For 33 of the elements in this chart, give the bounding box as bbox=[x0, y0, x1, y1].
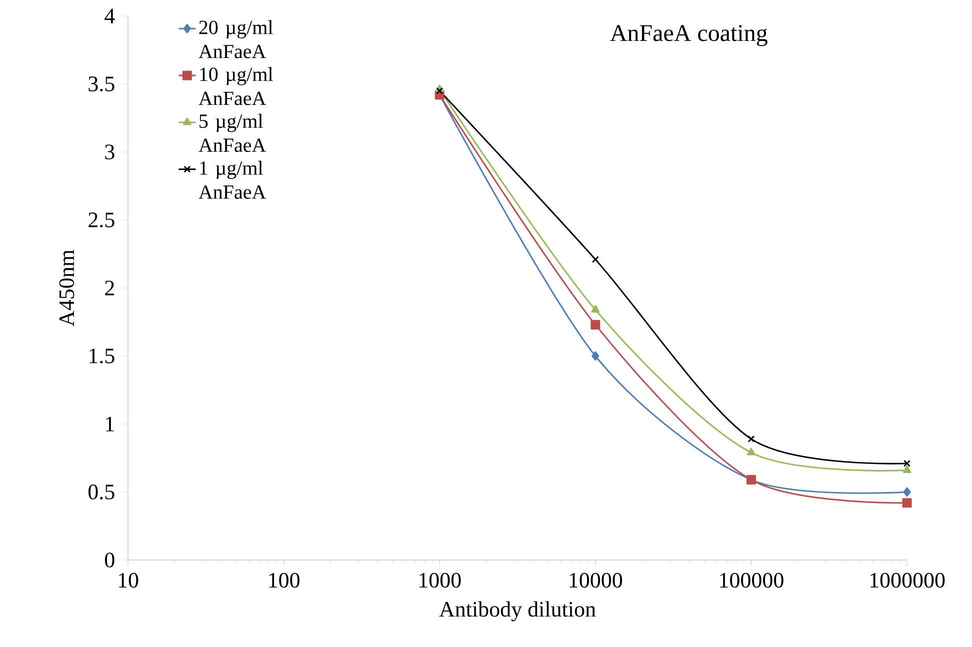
y-tick-label: 1 bbox=[106, 416, 114, 432]
y-tick-label: 0.5 bbox=[88, 484, 114, 500]
point bbox=[748, 435, 755, 443]
x-tick-label: 1000000 bbox=[870, 572, 945, 588]
y-tick-label: 2 bbox=[105, 280, 114, 296]
y-tick-label: 2.5 bbox=[88, 212, 114, 228]
point bbox=[590, 320, 600, 330]
y-tick-label: 3 bbox=[105, 144, 114, 160]
y-tick-label: 3.5 bbox=[88, 76, 114, 92]
y-tick-label: 4 bbox=[104, 8, 115, 24]
y-tick-label: 0 bbox=[104, 552, 114, 568]
point bbox=[902, 466, 912, 473]
point bbox=[747, 448, 756, 456]
x-tick-label: 10 bbox=[118, 572, 138, 588]
legend-label: 5 µg/ml AnFaeA bbox=[198, 114, 266, 152]
x-tick-label: 100 bbox=[269, 572, 300, 588]
point bbox=[903, 460, 911, 468]
y-tick-label: 1.5 bbox=[90, 348, 114, 364]
x-tick-label: 100000 bbox=[720, 572, 784, 588]
legend-label: 20 µg/ml AnFaeA bbox=[198, 20, 273, 58]
y-axis-title: A450nm bbox=[59, 250, 74, 326]
point bbox=[592, 256, 599, 264]
point bbox=[592, 351, 600, 361]
point bbox=[591, 305, 600, 312]
point bbox=[902, 498, 912, 508]
point bbox=[903, 487, 911, 497]
x-tick-label: 1000 bbox=[420, 572, 461, 588]
x-tick-label: 10000 bbox=[570, 572, 622, 588]
chart-title: AnFaeA coating bbox=[610, 25, 768, 46]
x-axis-title: Antibody dilution bbox=[439, 601, 596, 622]
legend-label: 10 µg/ml AnFaeA bbox=[198, 67, 273, 106]
point bbox=[436, 87, 444, 94]
legend-label: 1 µg/ml AnFaeA bbox=[198, 160, 266, 199]
